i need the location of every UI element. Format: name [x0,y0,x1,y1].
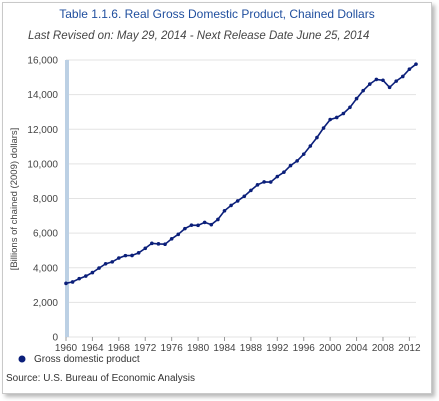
data-point [262,180,266,184]
data-point [77,276,82,281]
y-tick-labels: 0 2,000 4,000 6,000 8,000 10,000 12,000 14,000 1… [27,56,58,344]
data-point [301,152,306,156]
y-tick-label: 0 [52,333,58,344]
data-point [275,174,280,179]
data-point [169,237,174,241]
data-point [242,194,247,199]
data-point [143,246,148,251]
data-point [156,242,161,246]
data-point [209,222,214,227]
data-point [249,188,253,193]
data-point [136,251,141,255]
x-tick-label: 2008 [372,343,395,354]
legend-label: Gross domestic product [34,354,140,365]
x-tick-label: 1988 [240,343,263,354]
data-point [189,223,194,227]
data-point [308,144,313,148]
data-point [176,232,181,237]
data-point [103,261,108,266]
data-point [196,223,200,228]
data-point [229,203,233,208]
data-point [394,79,398,83]
x-tick-label: 2012 [398,343,421,354]
x-tick-label: 1976 [161,343,184,354]
data-point [321,126,326,130]
y-tick-label: 4,000 [33,263,58,274]
chart-title: Table 1.1.6. Real Gross Domestic Product… [59,7,374,21]
x-tick-labels: 1960 1964 1968 1972 1976 1980 1984 1988 1992 1996… [55,337,421,354]
legend-marker [18,355,26,363]
series-points-gdp [64,62,418,286]
y-tick-label: 10,000 [27,159,58,170]
y-axis-label: [Billions of chained (2009) dollars] [9,128,20,271]
chart-svg: Table 1.1.6. Real Gross Domestic Product… [6,7,421,384]
data-point [348,105,352,110]
data-point [84,274,88,278]
x-tick-label: 1984 [213,343,236,354]
data-point [328,117,332,122]
data-point [282,170,286,174]
data-point [268,180,273,184]
data-point [150,241,154,246]
x-tick-label: 1964 [81,343,104,354]
x-tick-label: 1968 [108,343,131,354]
y-tick-label: 6,000 [33,229,58,240]
source-note: Source: U.S. Bureau of Economic Analysis [6,373,195,384]
data-point [117,256,121,260]
data-point [202,220,207,225]
data-point [374,77,379,82]
data-point [70,280,75,284]
data-point [288,163,293,168]
data-point [414,62,418,66]
data-point [334,115,339,120]
data-point [235,199,240,203]
data-point [367,82,372,86]
chart-subtitle: Last Revised on: May 29, 2014 - Next Rel… [28,30,369,42]
x-tick-label: 1972 [134,343,157,354]
series-line-gdp [65,63,417,285]
data-point [315,135,319,140]
data-point [407,67,412,71]
chart-frame: Table 1.1.6. Real Gross Domestic Product… [2,2,432,394]
legend: Gross domestic product [18,354,140,365]
data-point [222,208,227,213]
data-point [381,78,385,83]
x-tick-label: 1980 [187,343,210,354]
data-point [216,217,220,222]
data-point [90,270,95,275]
data-point [110,260,115,264]
y-tick-label: 12,000 [27,125,58,136]
data-point [163,242,167,247]
y-tick-label: 8,000 [33,194,58,205]
data-point [361,88,365,93]
data-point [354,96,359,101]
data-point [123,253,128,258]
x-tick-label: 2004 [345,343,368,354]
data-point [130,253,134,258]
y-tick-label: 16,000 [27,56,58,67]
start-year-band [65,60,69,337]
x-tick-label: 1960 [55,343,78,354]
data-point [255,183,260,187]
data-point [183,226,187,231]
data-point [97,266,101,270]
data-point [400,74,405,79]
x-tick-label: 2000 [319,343,342,354]
data-point [341,111,346,116]
x-tick-label: 1992 [266,343,289,354]
data-point [387,85,392,90]
y-tick-label: 14,000 [27,90,58,101]
y-tick-label: 2,000 [33,298,58,309]
x-tick-label: 1996 [293,343,316,354]
data-point [64,281,68,286]
data-point [295,159,299,163]
